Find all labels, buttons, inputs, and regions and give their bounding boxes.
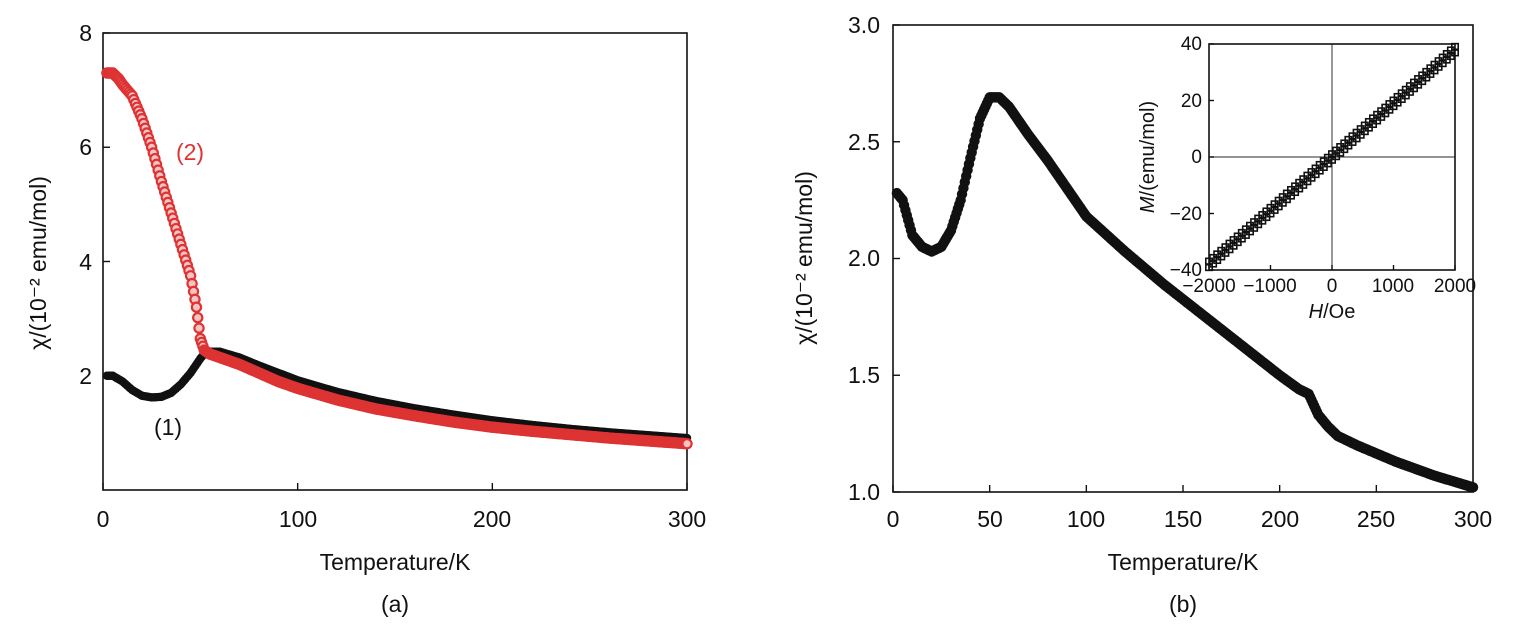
x-tick-a-0: 0 [97, 506, 110, 532]
y-axis-label-a: χ/(10⁻² emu/mol) [25, 176, 51, 350]
inset-series [1205, 42, 1460, 272]
x-tick-b-1: 50 [977, 506, 1003, 532]
inset-y-tick-4: 40 [1181, 34, 1202, 55]
inset-y-tick-2: 0 [1191, 147, 1202, 168]
y-tick-b-4: 3.0 [848, 12, 880, 38]
inset-y-label-rest: /(emu/mol) [1137, 101, 1159, 197]
y-tick-a-1: 4 [79, 249, 92, 275]
inset-y-axis-label: M/(emu/mol) [1137, 101, 1159, 213]
panel-label-b: (b) [1169, 591, 1197, 617]
y-tick-b-3: 2.5 [848, 129, 880, 155]
x-tick-b-3: 150 [1164, 506, 1202, 532]
x-tick-a-2: 200 [473, 506, 511, 532]
x-tick-a-3: 300 [668, 506, 706, 532]
inset-y-tick-1: −20 [1170, 204, 1202, 225]
series-2-point [192, 311, 204, 324]
inset-chart: −2000 −1000 0 1000 2000 −40 −20 0 20 40 … [1137, 34, 1476, 323]
inset-y-tick-0: −40 [1170, 260, 1202, 281]
inset-y-label-italic: M [1137, 196, 1159, 213]
y-tick-a-0: 2 [79, 363, 92, 389]
annotation-series-2: (2) [176, 139, 204, 165]
inset-y-tick-3: 20 [1181, 91, 1202, 112]
chart-panel-b: 0 50 100 150 200 250 300 1.0 1.5 2.0 2.5… [791, 12, 1492, 617]
x-tick-b-0: 0 [887, 506, 900, 532]
inset-x-tick-1: −1000 [1243, 276, 1296, 297]
series-2-point [190, 301, 203, 313]
panel-label-a: (a) [381, 591, 409, 617]
y-tick-b-0: 1.0 [848, 479, 880, 505]
plot-a-series [101, 67, 693, 450]
inset-x-axis-label: H/Oe [1309, 301, 1356, 323]
y-tick-a-3: 8 [79, 20, 92, 46]
x-tick-b-6: 300 [1454, 506, 1492, 532]
inset-x-tick-3: 1000 [1372, 276, 1414, 297]
series-2-point [681, 438, 693, 450]
chart-panel-a: 0 100 200 300 2 4 6 8 Temperature/K χ/(1… [25, 20, 706, 617]
inset-ticks [1208, 43, 1456, 271]
x-tick-b-2: 100 [1067, 506, 1105, 532]
plot-b-series [891, 92, 1479, 493]
y-axis-label-b: χ/(10⁻² emu/mol) [791, 171, 817, 345]
x-tick-b-4: 200 [1261, 506, 1299, 532]
inset-x-label-rest: /Oe [1323, 301, 1355, 323]
y-tick-a-2: 6 [79, 134, 92, 160]
y-tick-b-1: 1.5 [848, 362, 880, 388]
inset-x-label-italic: H [1309, 301, 1324, 323]
x-axis-label-a: Temperature/K [320, 549, 472, 575]
annotation-series-1: (1) [154, 414, 182, 440]
series-2-point [193, 322, 205, 334]
inset-x-tick-0: −2000 [1182, 276, 1235, 297]
x-axis-label-b: Temperature/K [1108, 549, 1260, 575]
x-tick-a-1: 100 [279, 506, 317, 532]
x-tick-b-5: 250 [1357, 506, 1395, 532]
series-b-point [1467, 482, 1479, 493]
y-tick-b-2: 2.0 [848, 245, 880, 271]
inset-x-tick-2: 0 [1327, 276, 1338, 297]
inset-x-tick-4: 2000 [1434, 276, 1476, 297]
